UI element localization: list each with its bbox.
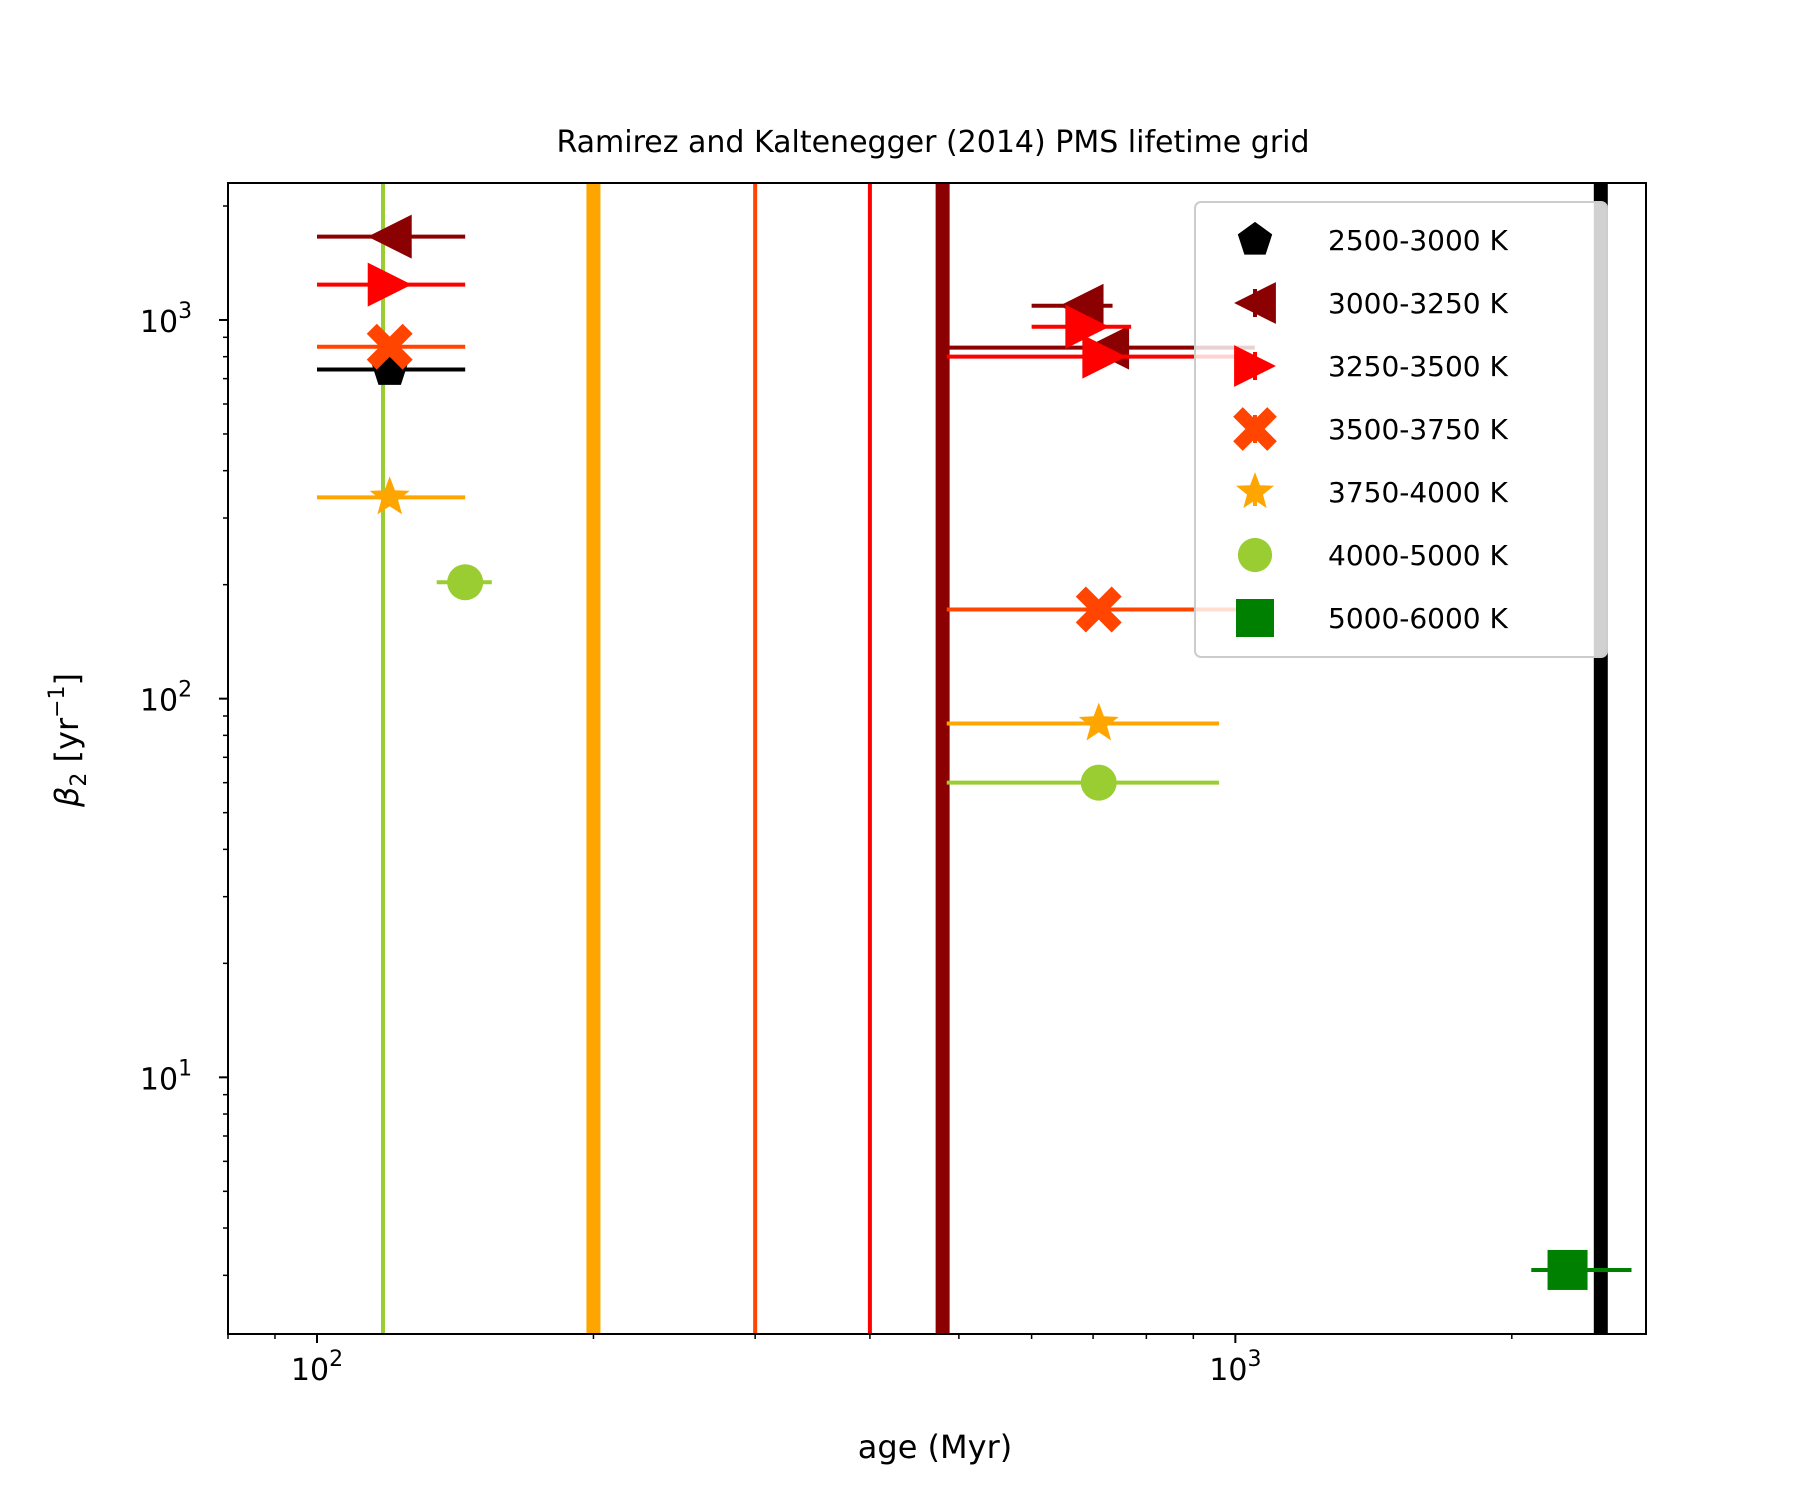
data-point: [1075, 586, 1122, 633]
legend-entry: 3750-4000 K: [1236, 472, 1509, 509]
data-point: [1059, 283, 1104, 328]
data-point-stroke-b: [366, 323, 413, 370]
data-point: [1065, 304, 1110, 349]
y-tick-label-exp: 2: [178, 678, 192, 703]
y-tick-label-base: 10: [140, 684, 178, 719]
data-point: [369, 476, 410, 515]
data-point-stroke-b: [1075, 586, 1122, 633]
y-axis-label-symbol: β: [48, 787, 86, 808]
series-4: [316, 476, 1220, 741]
legend-entry: 3000-3250 K: [1234, 282, 1509, 324]
data-point: [366, 323, 413, 370]
y-axis-label-superscript: −1: [45, 685, 70, 717]
legend: 2500-3000 K 3000-3250 K 3250-3500 K 3500-37…: [1194, 201, 1608, 658]
data-point: [1078, 702, 1119, 741]
legend-marker: [1236, 599, 1274, 637]
legend-label: 3750-4000 K: [1328, 476, 1509, 509]
y-tick-label-base: 10: [140, 1062, 178, 1097]
y-axis-label-close: ]: [48, 673, 86, 685]
legend-marker: [1237, 221, 1273, 255]
chart-title: Ramirez and Kaltenegger (2014) PMS lifet…: [556, 125, 1309, 160]
legend-label: 3000-3250 K: [1328, 287, 1509, 320]
legend-entry: 4000-5000 K: [1237, 537, 1509, 573]
data-point: [447, 564, 484, 601]
x-axis-label: age (Myr): [858, 1428, 1012, 1466]
legend-entry: 3500-3750 K: [1233, 407, 1509, 451]
series-6: [1531, 1249, 1632, 1290]
data-point: [1082, 334, 1127, 379]
data-point: [367, 214, 412, 259]
y-tick-label-exp: 3: [178, 299, 192, 324]
legend-marker: [1233, 407, 1277, 451]
series-5: [436, 564, 1220, 801]
legend-marker: [1236, 472, 1274, 509]
y-tick-label-base: 10: [140, 305, 178, 340]
legend-label: 5000-6000 K: [1328, 602, 1509, 635]
y-tick-label-exp: 1: [178, 1056, 192, 1081]
data-point: [1080, 764, 1117, 801]
y-axis-label: β2 [yr−1]: [45, 673, 92, 808]
legend-marker: [1234, 345, 1276, 387]
legend-entry: 3250-3500 K: [1234, 345, 1509, 387]
x-tick-label: 103: [1209, 1347, 1261, 1388]
x-tick-label-base: 10: [291, 1353, 329, 1388]
y-tick-label: 101: [140, 1056, 192, 1097]
x-tick-label: 102: [291, 1347, 343, 1388]
data-point: [367, 262, 412, 307]
legend-marker: [1237, 537, 1273, 573]
series-2: [316, 262, 1255, 379]
legend-label: 3250-3500 K: [1328, 350, 1509, 383]
legend-label: 2500-3000 K: [1328, 224, 1509, 257]
y-axis-label-subscript: 2: [67, 773, 92, 787]
data-point: [1547, 1249, 1588, 1290]
legend-entry: 5000-6000 K: [1236, 599, 1509, 637]
plot-frame: [227, 182, 1647, 1335]
legend-entry: 2500-3000 K: [1237, 221, 1509, 257]
legend-label: 3500-3750 K: [1328, 413, 1509, 446]
legend-marker-stroke-b: [1233, 407, 1277, 451]
legend-label: 4000-5000 K: [1328, 539, 1509, 572]
legend-box: [1194, 201, 1608, 658]
y-tick-label: 103: [140, 299, 192, 340]
y-axis-label-unit: [yr: [48, 717, 86, 773]
x-tick-label-exp: 2: [329, 1347, 343, 1372]
series-3: [316, 323, 1255, 633]
y-tick-label: 102: [140, 678, 192, 719]
legend-marker: [1234, 282, 1276, 324]
x-tick-label-base: 10: [1209, 1353, 1247, 1388]
x-tick-label-exp: 3: [1247, 1347, 1261, 1372]
